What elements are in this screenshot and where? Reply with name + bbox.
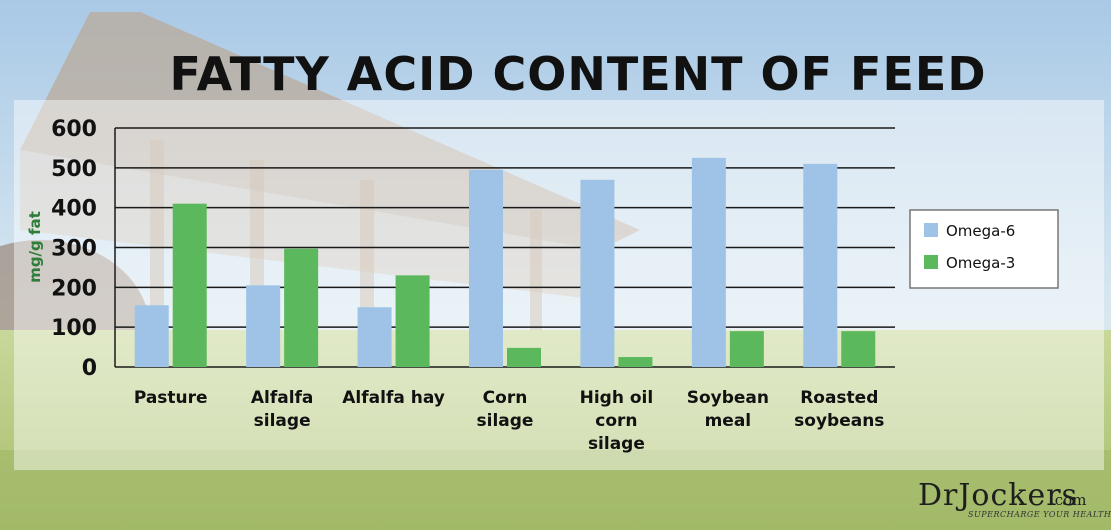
bar-omega-6-3	[469, 169, 503, 367]
legend-label-omega-6: Omega-6	[946, 222, 1015, 240]
x-category-label: High oil corn silage	[580, 388, 654, 454]
y-tick-label: 100	[51, 316, 97, 341]
bar-omega-3-5	[729, 331, 764, 367]
bar-omega-6-1	[246, 285, 281, 367]
brand-name: DrJockers	[918, 478, 1078, 513]
x-category-label: Pasture	[134, 388, 208, 408]
legend-label-omega-3: Omega-3	[946, 254, 1015, 272]
bar-omega-3-4	[618, 357, 653, 367]
gridlines	[114, 127, 895, 368]
brand-logo: DrJockers .com SUPERCHARGE YOUR HEALTH	[918, 478, 1111, 519]
x-category-label: Alfalfa silage	[251, 388, 314, 431]
bar-omega-3-1	[284, 248, 319, 367]
y-axis-ticks: 0 100 200 300 400 500 600	[51, 117, 97, 381]
bar-omega-6-4	[580, 179, 615, 367]
brand-tagline: SUPERCHARGE YOUR HEALTH	[968, 510, 1111, 519]
y-tick-label: 0	[82, 356, 97, 381]
y-tick-label: 500	[51, 157, 97, 182]
bar-omega-6-2	[357, 307, 392, 367]
x-axis-labels: Pasture Alfalfa silage Alfalfa hay Corn silag…	[134, 388, 885, 454]
bar-omega-3-2	[395, 275, 430, 367]
x-category-label: Roasted soybeans	[794, 388, 884, 431]
bar-omega-6-6	[803, 163, 838, 367]
legend-swatch-omega-6	[924, 223, 938, 237]
x-category-label: Alfalfa hay	[342, 388, 445, 408]
bar-omega-6-0	[134, 305, 169, 367]
bar-omega-6-5	[691, 157, 726, 367]
bar-omega-3-3	[507, 347, 541, 367]
y-axis-label: mg/g fat	[26, 211, 44, 283]
legend-swatch-omega-3	[924, 255, 938, 269]
legend: Omega-6 Omega-3	[909, 209, 1059, 289]
x-category-label: Corn silage	[477, 388, 534, 431]
chart-title: FATTY ACID CONTENT OF FEED	[169, 47, 986, 101]
bar-omega-3-0	[172, 203, 207, 367]
bar-omega-3-6	[841, 331, 876, 367]
y-tick-label: 200	[51, 276, 97, 301]
y-tick-label: 600	[51, 117, 97, 142]
bars	[134, 157, 876, 367]
brand-suffix: .com	[1050, 491, 1086, 509]
y-tick-label: 400	[51, 197, 97, 222]
y-tick-label: 300	[51, 237, 97, 262]
x-category-label: Soybean meal	[687, 388, 769, 431]
